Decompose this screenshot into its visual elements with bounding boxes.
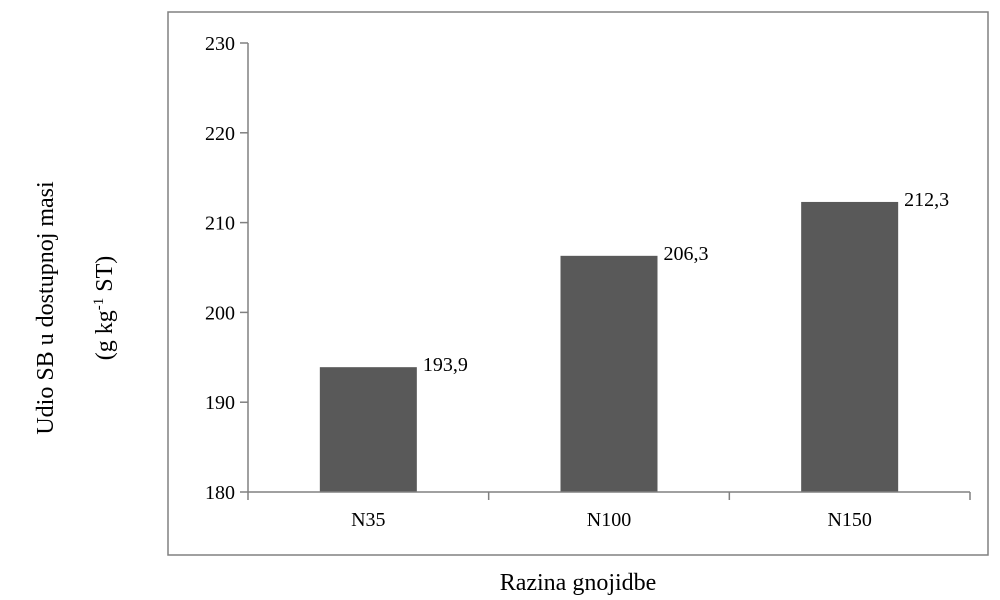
y-tick-label: 220 (205, 123, 235, 145)
y-axis-title-prefix: (g kg (92, 310, 118, 360)
x-tick-label-n150: N150 (827, 509, 871, 531)
y-axis-title-2: (g kg-1 ST) (91, 256, 118, 361)
y-tick-label: 210 (205, 213, 235, 235)
y-tick-label: 200 (205, 302, 235, 324)
y-axis-title-line2: (g kg-1 ST) (91, 256, 118, 361)
y-tick-label: 190 (205, 392, 235, 414)
x-tick-label-n35: N35 (351, 509, 385, 531)
x-axis: N35 N100 N150 (247, 491, 971, 531)
x-axis-title: Razina gnojidbe (500, 570, 657, 595)
y-axis-title-suffix: ST) (92, 256, 118, 298)
data-label-n100: 206,3 (664, 243, 709, 265)
x-tick-label-n100: N100 (587, 509, 631, 531)
bar-n35 (319, 367, 417, 492)
bars-group (319, 201, 899, 493)
data-labels-group: 193,9 206,3 212,3 (423, 189, 949, 376)
y-tick-label: 180 (205, 482, 235, 504)
bar-n100 (560, 255, 658, 492)
y-axis-title: Udio SB u dostupnoj masi (33, 181, 59, 435)
data-label-n35: 193,9 (423, 354, 468, 376)
bar-n150 (801, 201, 899, 493)
data-label-n150: 212,3 (904, 189, 949, 211)
chart-frame (167, 11, 989, 556)
y-axis-title-sup: -1 (91, 298, 107, 311)
y-axis: 180 190 200 210 220 230 (205, 33, 249, 504)
y-axis-title-line1: Udio SB u dostupnoj masi (33, 181, 59, 435)
y-tick-label: 230 (205, 33, 235, 55)
